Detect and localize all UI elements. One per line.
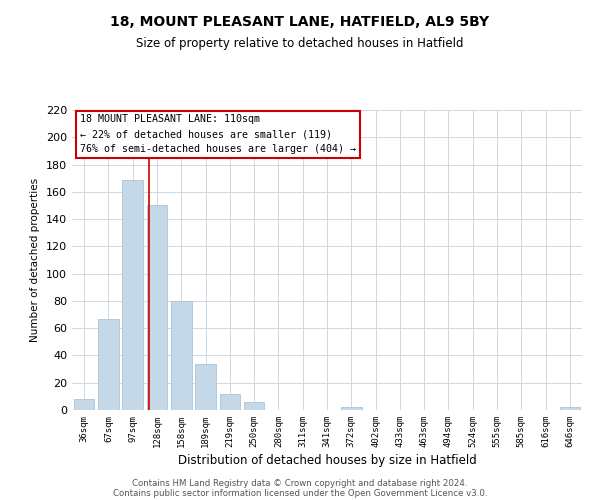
Text: Size of property relative to detached houses in Hatfield: Size of property relative to detached ho… <box>136 38 464 51</box>
Text: 18 MOUNT PLEASANT LANE: 110sqm
← 22% of detached houses are smaller (119)
76% of: 18 MOUNT PLEASANT LANE: 110sqm ← 22% of … <box>80 114 356 154</box>
Bar <box>244 402 265 410</box>
Bar <box>74 399 94 410</box>
Bar <box>171 301 191 410</box>
Bar <box>122 180 143 410</box>
Bar <box>220 394 240 410</box>
Bar <box>146 206 167 410</box>
Text: Contains public sector information licensed under the Open Government Licence v3: Contains public sector information licen… <box>113 488 487 498</box>
Bar <box>560 408 580 410</box>
Text: Contains HM Land Registry data © Crown copyright and database right 2024.: Contains HM Land Registry data © Crown c… <box>132 478 468 488</box>
Text: 18, MOUNT PLEASANT LANE, HATFIELD, AL9 5BY: 18, MOUNT PLEASANT LANE, HATFIELD, AL9 5… <box>110 15 490 29</box>
X-axis label: Distribution of detached houses by size in Hatfield: Distribution of detached houses by size … <box>178 454 476 467</box>
Bar <box>195 364 216 410</box>
Y-axis label: Number of detached properties: Number of detached properties <box>31 178 40 342</box>
Bar <box>341 408 362 410</box>
Bar <box>98 318 119 410</box>
